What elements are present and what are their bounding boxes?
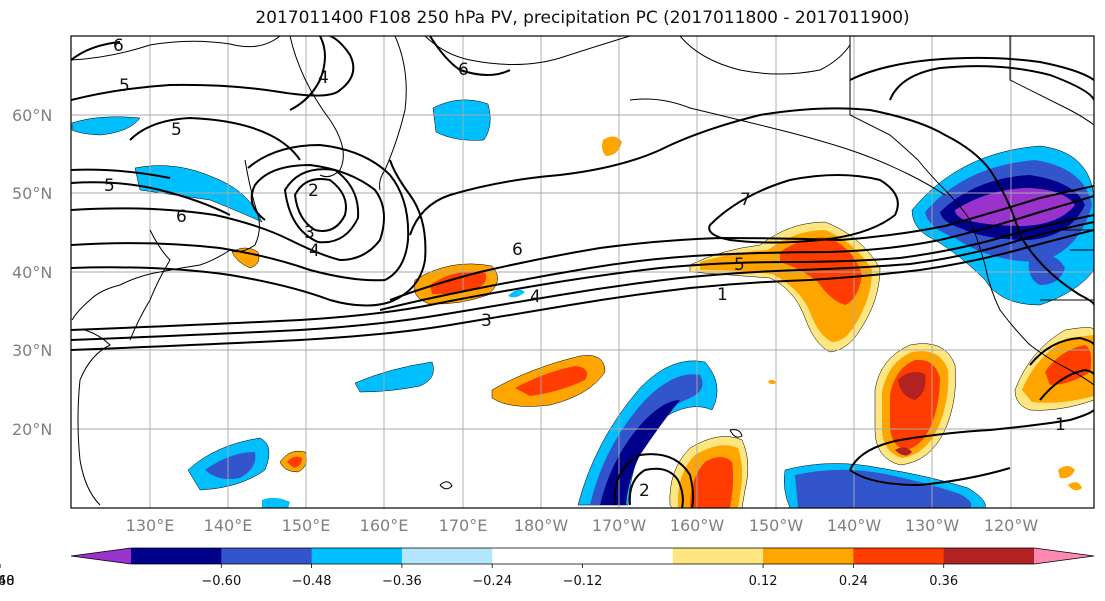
lat-label: 40°N xyxy=(12,263,52,282)
colorbar-segment xyxy=(672,548,764,564)
contour-label: 6 xyxy=(176,207,187,227)
map-title: 2017011400 F108 250 hPa PV, precipitatio… xyxy=(255,8,910,28)
colorbar-segment xyxy=(311,548,403,564)
colorbar-tick-label: 0.12 xyxy=(749,574,778,589)
lon-label: 150°E xyxy=(282,516,331,535)
colorbar-tick-label: 0.60 xyxy=(0,574,14,589)
lon-label: 180°W xyxy=(514,516,569,535)
colorbar: −0.60 −0.48 −0.36 −0.24 −0.12 0.12 0.24 0.36 0.4… xyxy=(0,547,1095,589)
lon-label: 160°E xyxy=(360,516,409,535)
contour-label: 4 xyxy=(318,68,329,88)
map-border xyxy=(70,35,1095,509)
contour-label: 2 xyxy=(639,481,650,501)
lat-label: 50°N xyxy=(12,184,52,203)
lon-label: 170°W xyxy=(592,516,647,535)
colorbar-tick-label: −0.12 xyxy=(563,574,603,589)
contour-label: 3 xyxy=(304,223,315,243)
colorbar-segment xyxy=(582,548,674,564)
contour-labels: 6 5 4 6 5 2 5 6 3 4 7 6 5 4 3 1 2 1 xyxy=(104,36,1066,501)
contour-label: 6 xyxy=(113,36,124,56)
lon-label: 120°W xyxy=(984,516,1039,535)
lon-label: 130°E xyxy=(126,516,175,535)
colorbar-tick-label: −0.36 xyxy=(382,574,422,589)
longitude-labels: 130°E 140°E 150°E 160°E 170°E 180°W 170°… xyxy=(126,516,1039,535)
contour-label: 3 xyxy=(481,311,492,331)
coastlines xyxy=(71,36,1094,506)
colorbar-tick-label: −0.24 xyxy=(472,574,512,589)
lat-label: 60°N xyxy=(12,106,52,125)
grid-lines xyxy=(71,36,1094,508)
lon-label: 170°E xyxy=(439,516,488,535)
colorbar-tick-label: −0.60 xyxy=(201,574,241,589)
lon-label: 160°W xyxy=(670,516,725,535)
contour-label: 6 xyxy=(458,60,469,80)
contour-label: 7 xyxy=(740,190,751,210)
lat-label: 20°N xyxy=(12,420,52,439)
colorbar-tick-label: 0.36 xyxy=(929,574,958,589)
lon-label: 140°E xyxy=(204,516,253,535)
colorbar-segment xyxy=(943,548,1035,564)
contour-label: 4 xyxy=(309,241,320,261)
colorbar-tick-label: 0.24 xyxy=(839,574,868,589)
colorbar-segment xyxy=(131,548,222,564)
lon-label: 130°W xyxy=(905,516,960,535)
contour-label: 6 xyxy=(512,240,523,260)
colorbar-outline xyxy=(70,547,1095,565)
colorbar-segment xyxy=(401,548,493,564)
contour-label: 5 xyxy=(734,255,745,275)
colorbar-tick-label: −0.48 xyxy=(292,574,332,589)
precip-shading-negative xyxy=(71,99,1094,508)
colorbar-segment xyxy=(221,548,313,564)
latitude-labels: 60°N 50°N 40°N 30°N 20°N xyxy=(12,106,52,439)
pv-contours xyxy=(71,36,1094,508)
lon-label: 140°W xyxy=(827,516,882,535)
colorbar-segment xyxy=(763,548,854,564)
contour-label: 1 xyxy=(717,285,728,305)
colorbar-segment xyxy=(492,548,583,564)
contour-label: 1 xyxy=(1055,415,1066,435)
contour-label: 5 xyxy=(104,176,115,196)
colorbar-extend-high xyxy=(1034,548,1094,564)
colorbar-segment xyxy=(853,548,945,564)
colorbar-extend-low xyxy=(71,548,131,564)
colorbar-tick-label: 0.48 xyxy=(0,574,14,589)
lat-label: 30°N xyxy=(12,341,52,360)
contour-label: 4 xyxy=(530,287,541,307)
contour-label: 2 xyxy=(308,181,319,201)
contour-label: 5 xyxy=(171,120,182,140)
lon-label: 150°W xyxy=(749,516,804,535)
contour-label: 5 xyxy=(119,76,130,96)
